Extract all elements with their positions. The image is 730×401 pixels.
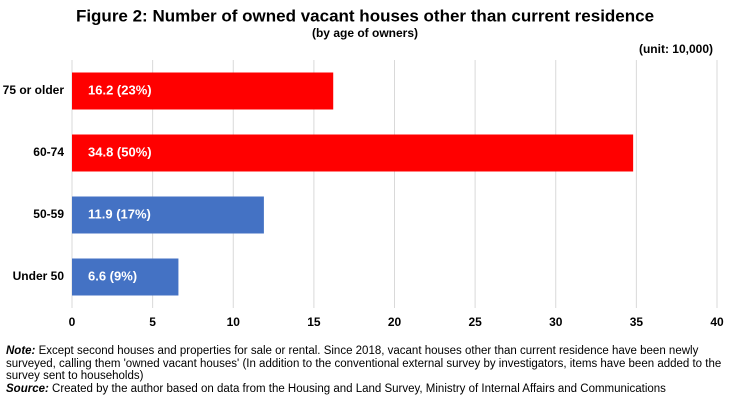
value-label: 16.2 (23%): [88, 82, 152, 97]
chart-subtitle: (by age of owners): [312, 26, 418, 40]
note-text: Created by the author based on data from…: [48, 382, 666, 395]
note-label: Note:: [6, 345, 36, 357]
note-label: Source:: [6, 382, 49, 395]
unit-label: (unit: 10,000): [639, 42, 713, 56]
x-tick-label: 0: [69, 315, 76, 329]
note-text: Except second houses and properties for …: [6, 345, 722, 382]
bar: [72, 134, 634, 172]
value-label: 6.6 (9%): [88, 268, 137, 283]
x-tick-label: 5: [149, 315, 156, 329]
chart-title: Figure 2: Number of owned vacant houses …: [76, 6, 654, 25]
x-tick-label: 25: [468, 315, 482, 329]
x-tick-label: 35: [630, 315, 644, 329]
x-tick-label: 20: [388, 315, 402, 329]
bar: [72, 196, 264, 234]
x-tick-label: 15: [307, 315, 321, 329]
note: Source: Created by the author based on d…: [6, 383, 724, 396]
y-tick-label: Under 50: [13, 269, 65, 283]
chart: Figure 2: Number of owned vacant houses …: [3, 6, 724, 329]
y-tick-label: 60-74: [33, 145, 64, 159]
bar: [72, 72, 334, 110]
value-label: 11.9 (17%): [88, 206, 151, 221]
note: Note: Except second houses and propertie…: [6, 345, 724, 383]
x-tick-label: 30: [549, 315, 563, 329]
y-tick-label: 50-59: [33, 207, 64, 221]
y-tick-label: 75 or older: [3, 83, 65, 97]
notes: Note: Except second houses and propertie…: [6, 345, 724, 395]
x-tick-label: 40: [710, 315, 724, 329]
bar: [72, 258, 179, 296]
value-label: 34.8 (50%): [88, 144, 152, 159]
x-tick-label: 10: [227, 315, 241, 329]
